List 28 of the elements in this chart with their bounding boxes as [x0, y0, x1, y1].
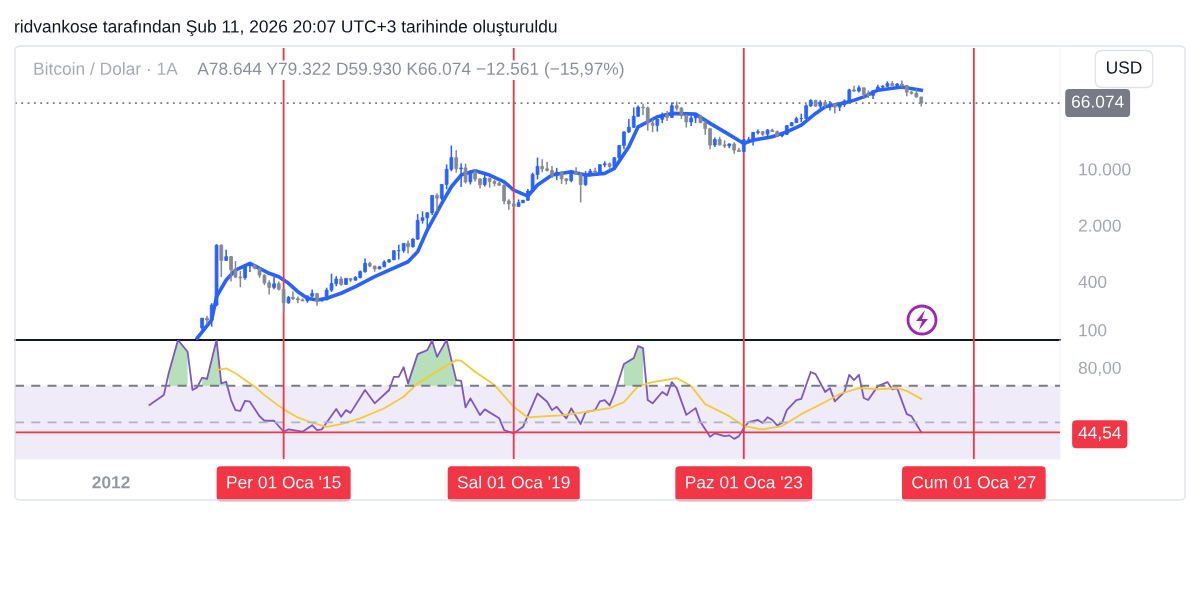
y-tick-label: 100: [1079, 324, 1107, 337]
x-tick-label: Sal 01 Oca '19: [457, 475, 570, 489]
line-series: [148, 340, 923, 440]
y-tick-label: 80,00: [1078, 361, 1121, 376]
candlestick: [454, 149, 459, 174]
candlestick: [578, 171, 583, 204]
text: A78.644 Y79.322 D59.930 K66.074 −12.561 (−15,97%): [197, 62, 624, 79]
candlestick: [459, 162, 463, 188]
x-tick-label: Cum 01 Oca '27: [912, 476, 1036, 489]
candlestick: [435, 192, 439, 213]
y-tick-label: 400: [1078, 275, 1107, 288]
candlestick: [540, 158, 545, 174]
y-tick-label: 44,54: [1078, 426, 1121, 441]
candlestick: [463, 162, 468, 185]
x-tick-label: Per 01 Oca '15: [227, 476, 341, 489]
ref-line-label: 66.074: [1071, 95, 1124, 108]
y-tick-label: 2.000: [1078, 219, 1121, 232]
text: Bitcoin / Dolar · 1A: [34, 62, 178, 75]
candlestick: [866, 89, 871, 99]
line-series: [195, 85, 924, 340]
text: ridvankose tarafından Şub 11, 2026 20:07 UTC+3 tarihinde oluşturuldu: [15, 19, 557, 37]
candlestick: [219, 243, 224, 278]
y-tick-label: 10.000: [1079, 163, 1131, 176]
x-tick-label: Paz 01 Oca '23: [686, 476, 803, 489]
text: USD: [1107, 61, 1142, 74]
x-tick-label: 2012: [92, 476, 130, 489]
candlestick: [631, 106, 636, 129]
candlestick: [406, 239, 410, 255]
